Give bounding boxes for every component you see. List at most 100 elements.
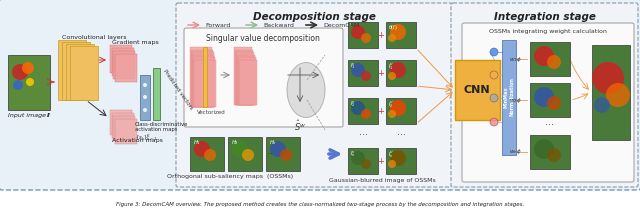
Bar (348, 60, 378, 86)
Bar (190, 137, 224, 171)
Text: +: + (378, 156, 385, 165)
FancyBboxPatch shape (184, 28, 343, 127)
Bar (70, 46, 98, 100)
Circle shape (490, 71, 498, 79)
Circle shape (22, 62, 34, 74)
Text: I: I (47, 113, 49, 118)
Bar (592, 45, 630, 140)
Circle shape (534, 87, 554, 107)
Circle shape (26, 78, 34, 86)
Text: DecomCAM: DecomCAM (323, 22, 359, 28)
Bar (455, 60, 500, 120)
Circle shape (534, 46, 554, 66)
Text: $I_n^{s'}$: $I_n^{s'}$ (388, 149, 394, 160)
Bar (192, 55, 214, 107)
Text: Vectorized: Vectorized (197, 110, 226, 115)
Bar (113, 51, 135, 79)
Bar (113, 116, 135, 141)
Text: $w_n\phi$: $w_n\phi$ (509, 147, 522, 156)
Text: Convolutional layers: Convolutional layers (62, 35, 127, 40)
Text: Figure 3: DecomCAM overview. The proposed method creates the class-normalized tw: Figure 3: DecomCAM overview. The propose… (116, 202, 524, 207)
Bar (191, 49, 212, 107)
Text: $I_2^{s'}$: $I_2^{s'}$ (388, 99, 394, 110)
Circle shape (204, 149, 216, 161)
Bar (193, 57, 215, 107)
Text: $I_1^s$: $I_1^s$ (350, 61, 355, 71)
Bar (110, 45, 132, 73)
Circle shape (361, 109, 371, 119)
Text: Gaussian-blurred image of OSSMs: Gaussian-blurred image of OSSMs (328, 178, 435, 183)
Bar (502, 40, 516, 155)
Bar (348, 148, 378, 174)
Circle shape (490, 118, 498, 126)
Circle shape (194, 141, 210, 157)
Text: $I_2^s$: $I_2^s$ (350, 99, 355, 109)
Circle shape (490, 94, 498, 102)
Bar (190, 47, 212, 107)
Circle shape (232, 141, 248, 157)
Text: ··: ·· (267, 149, 275, 159)
Text: $w_2\phi$: $w_2\phi$ (509, 95, 522, 104)
Bar (234, 47, 252, 105)
Text: +: + (378, 68, 385, 77)
Circle shape (388, 160, 396, 168)
Circle shape (547, 148, 561, 162)
Circle shape (361, 71, 371, 81)
Bar (62, 42, 90, 100)
Bar (66, 44, 94, 100)
Bar (140, 75, 150, 120)
Circle shape (388, 110, 396, 118)
Circle shape (594, 97, 610, 113)
Text: $I_n^s$: $I_n^s$ (350, 149, 355, 159)
Circle shape (351, 101, 365, 115)
Circle shape (390, 100, 406, 116)
Bar (348, 22, 378, 48)
Text: Orthogonal sub-saliency maps  (OSSMs): Orthogonal sub-saliency maps (OSSMs) (167, 174, 293, 179)
Bar (530, 83, 570, 117)
Bar (191, 52, 214, 107)
Text: Activation maps: Activation maps (112, 138, 163, 143)
Bar (194, 59, 216, 107)
Text: ...: ... (358, 127, 367, 137)
Text: Class-discriminative: Class-discriminative (135, 122, 188, 127)
Circle shape (143, 95, 147, 99)
Bar (530, 135, 570, 169)
Text: $\theta(I)$: $\theta(I)$ (388, 23, 398, 32)
Circle shape (143, 83, 147, 87)
Text: Input image I: Input image I (8, 113, 50, 118)
Text: ...: ... (397, 127, 406, 137)
Circle shape (280, 149, 292, 161)
Circle shape (143, 108, 147, 112)
Circle shape (351, 151, 365, 165)
Text: MinMax
Normalization: MinMax Normalization (504, 77, 515, 116)
Text: Backward: Backward (263, 22, 294, 28)
Bar (386, 98, 416, 124)
Text: Integration stage: Integration stage (494, 12, 596, 22)
Bar (8, 55, 50, 110)
Circle shape (490, 48, 498, 56)
Bar (266, 137, 300, 171)
Text: $\{s_k\}_{k=1}^K$: $\{s_k\}_{k=1}^K$ (135, 132, 157, 143)
Bar (115, 54, 136, 82)
Text: Singular value decomposition: Singular value decomposition (206, 34, 320, 43)
Circle shape (390, 150, 406, 166)
Circle shape (606, 83, 630, 107)
Bar (110, 110, 132, 135)
Bar (236, 52, 254, 105)
Text: Forward: Forward (205, 22, 230, 28)
Circle shape (270, 141, 286, 157)
Text: $w_1\phi$: $w_1\phi$ (509, 55, 522, 64)
Bar (239, 59, 257, 105)
Bar (58, 40, 86, 100)
Text: CNN: CNN (464, 85, 490, 95)
Text: $H_n$: $H_n$ (269, 138, 277, 147)
Bar (238, 57, 256, 105)
Circle shape (547, 55, 561, 69)
Bar (111, 48, 134, 76)
Circle shape (390, 62, 406, 78)
Text: I: I (350, 23, 351, 28)
Circle shape (547, 96, 561, 110)
Circle shape (390, 24, 406, 40)
Circle shape (12, 64, 28, 80)
Text: activation maps: activation maps (135, 127, 177, 132)
